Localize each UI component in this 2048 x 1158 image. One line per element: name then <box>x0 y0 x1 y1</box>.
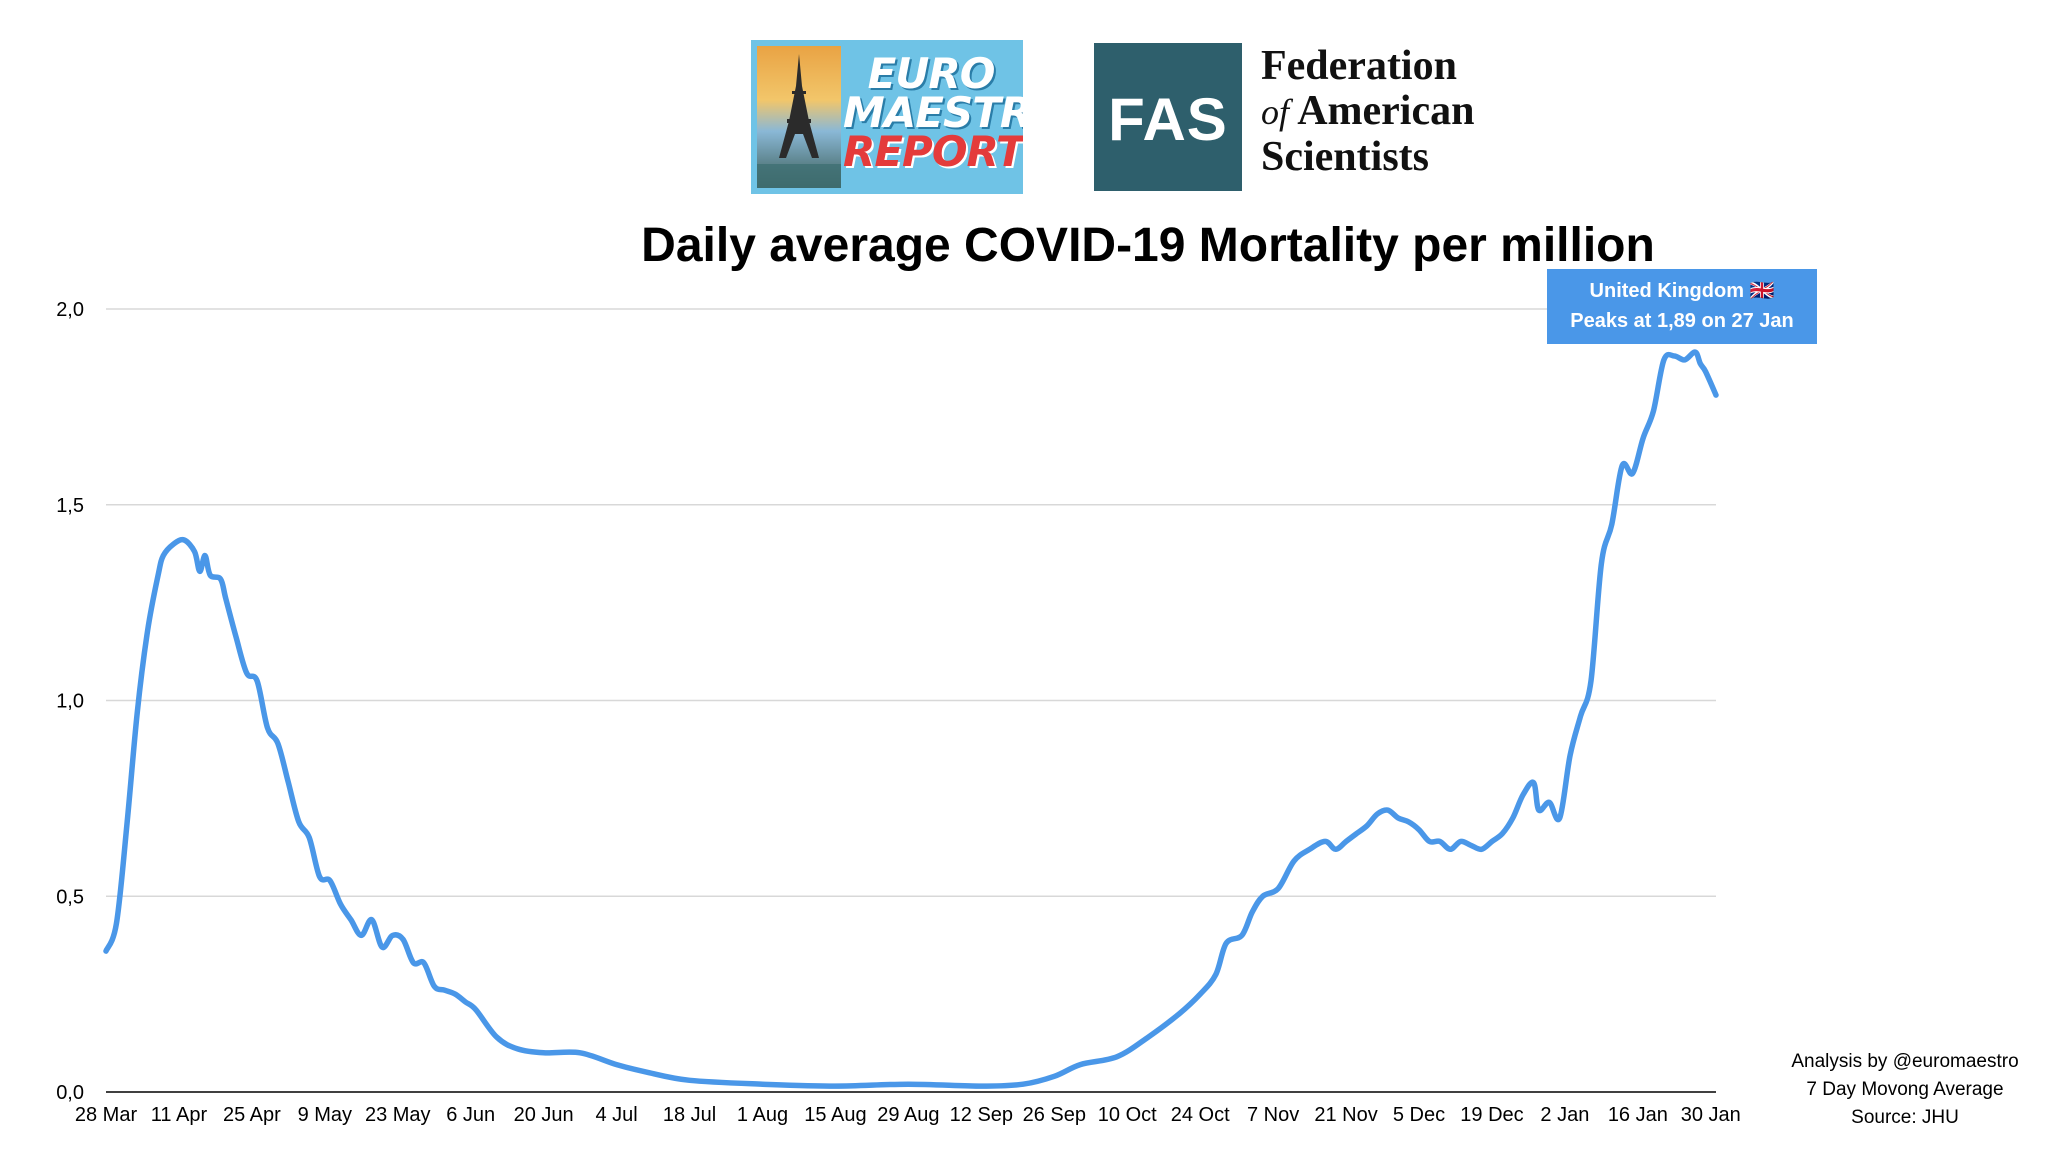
x-tick-label: 19 Dec <box>1460 1104 1523 1126</box>
x-tick-label: 7 Nov <box>1247 1104 1299 1126</box>
euro-maestro-logo: EURO MAESTRO REPORTS <box>751 40 1023 194</box>
x-tick-label: 29 Aug <box>877 1104 939 1126</box>
x-tick-label: 30 Jan <box>1681 1104 1741 1126</box>
euro-logo-line3: REPORTS <box>843 127 1023 176</box>
fas-name-line1: Federation <box>1261 43 1457 89</box>
peak-callout: United Kingdom 🇬🇧 Peaks at 1,89 on 27 Ja… <box>1547 269 1817 344</box>
euro-logo-line1: EURO <box>867 49 996 98</box>
euro-logo-line2: MAESTRO <box>843 88 1023 137</box>
fas-name-of: of <box>1261 92 1290 132</box>
fas-name-line2: American <box>1297 88 1475 134</box>
x-tick-label: 21 Nov <box>1314 1104 1377 1126</box>
x-tick-label: 16 Jan <box>1608 1104 1668 1126</box>
x-tick-label: 9 May <box>298 1104 352 1126</box>
y-tick-label: 1,0 <box>56 691 84 713</box>
x-tick-label: 12 Sep <box>950 1104 1013 1126</box>
fas-logo-mark: FAS <box>1108 86 1228 153</box>
x-tick-label: 20 Jun <box>514 1104 574 1126</box>
x-tick-label: 25 Apr <box>223 1104 281 1126</box>
source-notes: Analysis by @euromaestro 7 Day Movong Av… <box>1770 1048 2040 1132</box>
x-tick-label: 18 Jul <box>663 1104 716 1126</box>
y-tick-label: 0,0 <box>56 1082 84 1104</box>
y-tick-label: 2,0 <box>56 299 84 321</box>
x-tick-label: 2 Jan <box>1540 1104 1589 1126</box>
chart-title: Daily average COVID-19 Mortality per mil… <box>641 219 1655 272</box>
y-tick-label: 0,5 <box>56 886 84 908</box>
analysis-credit: Analysis by @euromaestro <box>1791 1051 2019 1072</box>
callout-country: United Kingdom 🇬🇧 <box>1589 280 1775 302</box>
series-line-united-kingdom <box>103 349 1719 1089</box>
callout-peak-text: Peaks at 1,89 on 27 Jan <box>1570 310 1794 332</box>
x-tick-label: 26 Sep <box>1023 1104 1086 1126</box>
method-note: 7 Day Movong Average <box>1806 1079 2004 1100</box>
x-tick-label: 5 Dec <box>1393 1104 1445 1126</box>
fas-logo: FAS <box>1094 43 1242 191</box>
x-tick-label: 4 Jul <box>595 1104 637 1126</box>
y-tick-label: 1,5 <box>56 495 84 517</box>
x-tick-label: 1 Aug <box>737 1104 788 1126</box>
eiffel-tower-photo <box>757 46 841 188</box>
x-tick-label: 10 Oct <box>1098 1104 1157 1126</box>
fas-organization-name: Federation of American Scientists <box>1261 44 1474 180</box>
x-tick-label: 24 Oct <box>1171 1104 1230 1126</box>
x-tick-label: 15 Aug <box>804 1104 866 1126</box>
x-tick-label: 11 Apr <box>151 1104 208 1126</box>
x-tick-label: 23 May <box>365 1104 431 1126</box>
x-tick-label: 28 Mar <box>75 1104 138 1126</box>
x-tick-label: 6 Jun <box>446 1104 495 1126</box>
fas-name-line3: Scientists <box>1261 134 1429 180</box>
source-note: Source: JHU <box>1851 1107 1959 1128</box>
